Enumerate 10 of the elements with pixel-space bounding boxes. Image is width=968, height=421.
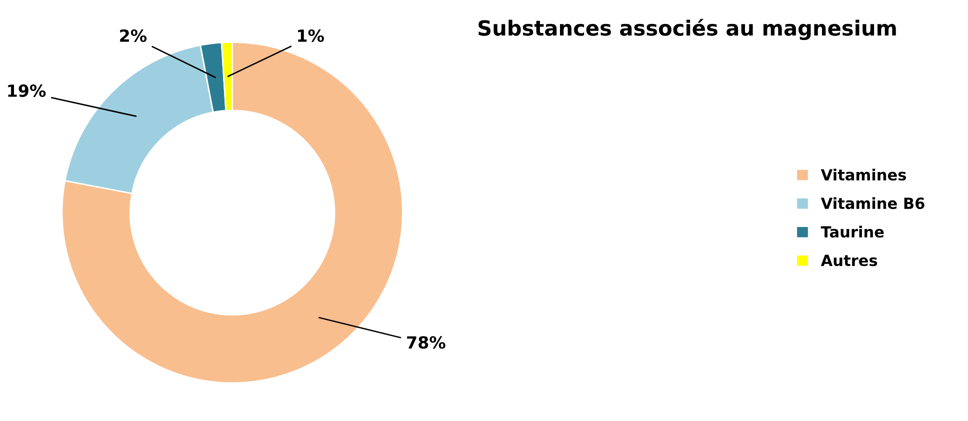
legend-label: Taurine xyxy=(820,226,884,238)
data-label: 1% xyxy=(298,29,324,42)
data-label: 78% xyxy=(407,336,446,349)
legend-label: Vitamine B6 xyxy=(820,197,924,210)
data-label: 19% xyxy=(8,84,46,97)
donut-slice xyxy=(61,42,404,384)
legend-label: Autres xyxy=(820,254,878,266)
chart-title: Substances associés au magnesium xyxy=(478,18,896,40)
legend-label: Vitamines xyxy=(820,168,906,181)
data-label: 2% xyxy=(120,29,147,42)
